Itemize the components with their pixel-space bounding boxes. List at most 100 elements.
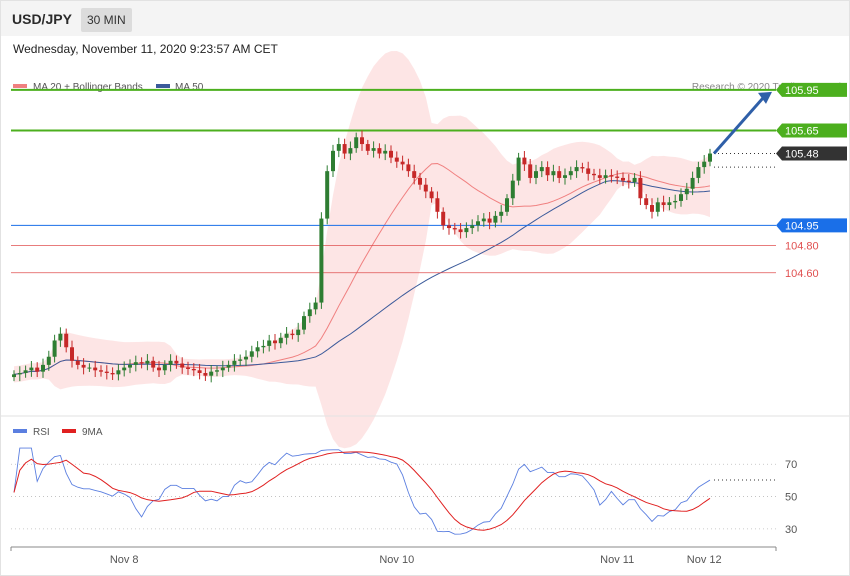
candle-body: [638, 177, 643, 199]
candle-body: [75, 360, 80, 365]
level-label-104.95: 104.95: [785, 220, 819, 232]
candle-body: [534, 171, 538, 178]
candle-body: [516, 157, 521, 181]
level-label-104.60: 104.60: [785, 268, 819, 280]
candle-body: [133, 362, 138, 365]
candle-body: [168, 360, 173, 365]
candle-body: [389, 150, 393, 158]
candle-body: [690, 177, 695, 189]
candle-body: [476, 221, 480, 226]
candle-body: [87, 367, 92, 369]
candle-body: [319, 218, 324, 303]
candle-body: [191, 368, 196, 371]
candle-body: [696, 167, 701, 178]
candle-body: [545, 167, 550, 176]
candle-body: [684, 188, 689, 195]
candle-body: [35, 367, 40, 372]
level-label-105.65: 105.65: [785, 126, 819, 138]
candle-body: [464, 228, 469, 233]
candle-body: [162, 364, 167, 371]
level-label-104.80: 104.80: [785, 241, 819, 253]
candle-body: [609, 175, 614, 177]
candle-body: [110, 373, 115, 375]
candle-body: [81, 364, 86, 368]
candle-body: [522, 157, 527, 165]
candle-body: [603, 175, 608, 178]
target-arrow-shaft: [712, 95, 766, 155]
candle-body: [655, 202, 660, 212]
candle-body: [447, 225, 451, 229]
level-tag-105.65: [776, 123, 847, 138]
candle-body: [93, 367, 98, 371]
candles: [12, 130, 712, 383]
legend-rsi-label: RSI: [33, 427, 50, 438]
candle-body: [360, 137, 364, 145]
candle-body: [621, 177, 625, 181]
candle-body: [261, 345, 266, 348]
candle-body: [371, 148, 376, 151]
candle-body: [557, 171, 562, 178]
candle-body: [58, 333, 63, 341]
level-label-105.95: 105.95: [785, 85, 819, 97]
candle-body: [452, 228, 457, 230]
candle-body: [348, 148, 353, 154]
candle-body: [186, 367, 190, 369]
target-arrow: [712, 91, 772, 155]
candle-body: [592, 173, 596, 176]
candle-body: [226, 364, 231, 368]
candle-body: [157, 367, 161, 371]
legend-ma20-swatch: [13, 84, 27, 88]
candle-body: [377, 148, 382, 154]
candle-body: [278, 337, 283, 344]
candle-body: [394, 157, 399, 162]
candle-body: [99, 370, 103, 372]
candle-body: [122, 367, 127, 371]
timeframe-button[interactable]: 30 MIN: [81, 8, 132, 32]
legend-9ma-label: 9MA: [82, 427, 103, 438]
candle-body: [493, 215, 498, 223]
candle-body: [481, 218, 486, 222]
candle-body: [539, 167, 544, 172]
candle-body: [284, 333, 289, 338]
candle-body: [626, 180, 631, 182]
rsi-tick-label-30: 30: [785, 524, 797, 536]
candle-body: [574, 167, 579, 172]
candle-body: [563, 175, 567, 178]
symbol-title: USD/JPY: [12, 11, 72, 27]
legend-ma50-swatch: [156, 84, 170, 88]
candle-body: [174, 360, 179, 364]
candle-body: [487, 218, 492, 223]
candle-body: [180, 363, 185, 368]
candle-body: [244, 356, 248, 360]
candle-body: [203, 373, 208, 376]
candle-body: [17, 373, 22, 375]
x-tick-label-2: Nov 11: [600, 554, 634, 566]
candle-body: [400, 161, 405, 165]
levels: 105.95 105.65 105.48 104.95 104.80 104.60: [11, 82, 847, 280]
level-label-105.48: 105.48: [785, 149, 819, 161]
candle-body: [273, 340, 277, 344]
candle-body: [412, 171, 417, 178]
level-tag-105.48: [776, 146, 847, 161]
bollinger-band-area: [14, 51, 710, 449]
candle-body: [64, 333, 69, 348]
candle-body: [383, 150, 388, 154]
candle-body: [325, 171, 330, 219]
candle-body: [197, 370, 202, 374]
candle-body: [267, 340, 272, 346]
candle-body: [255, 347, 260, 352]
candle-body: [12, 374, 16, 378]
candle-body: [104, 371, 109, 374]
candle-body: [139, 362, 144, 364]
legend-ma20-label: MA 20 + Bollinger Bands: [33, 82, 143, 93]
candle-body: [23, 370, 28, 374]
candle-body: [354, 137, 359, 149]
candle-body: [568, 171, 573, 176]
candle-body: [29, 367, 34, 371]
candle-body: [499, 211, 504, 216]
candle-body: [644, 198, 649, 206]
candle-body: [128, 364, 132, 368]
bollinger-bands: [14, 51, 710, 449]
candle-body: [331, 150, 335, 172]
